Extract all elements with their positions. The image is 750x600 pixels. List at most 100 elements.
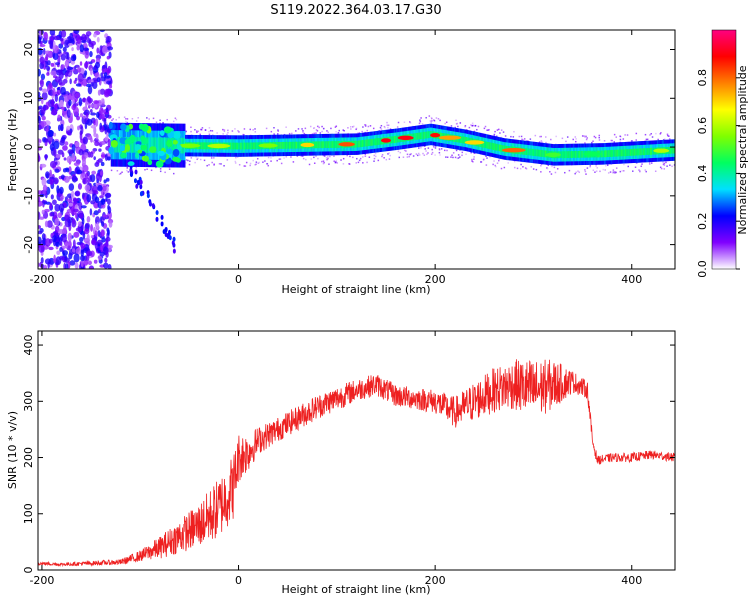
spectrogram-ridge-cell (362, 140, 364, 147)
spectrogram-haze-cell (234, 128, 236, 130)
spectrogram-haze-cell (326, 158, 328, 161)
spectrogram-haze-cell (211, 130, 214, 132)
spectrogram-noise-cell (38, 236, 42, 245)
spectrogram-ridge-cell (603, 150, 606, 158)
spectrogram-haze-cell (352, 156, 354, 159)
spectrogram-haze-cell (334, 161, 337, 164)
spectrogram-tail-cell (129, 172, 133, 178)
spectrogram-tail-cell (137, 180, 141, 186)
spectrogram-haze-cell (489, 156, 491, 158)
spectrogram-onset-blob (166, 139, 173, 148)
spectrogram-noise-cell (107, 204, 110, 211)
spectrogram-haze-cell (194, 129, 196, 131)
spectrogram-noise-cell (46, 124, 49, 132)
spectrogram-haze-cell (659, 133, 662, 135)
spectrogram-haze-cell (291, 132, 293, 135)
spectrogram-haze-cell (350, 128, 352, 130)
spectrogram-noise-cell (71, 248, 76, 253)
spectrogram-haze-cell (373, 157, 376, 160)
spectrogram-noise-cell (77, 73, 84, 83)
spectrogram-haze-cell (473, 152, 475, 155)
spectrogram-noise-cell (65, 168, 70, 173)
spectrogram-ridge-cell (524, 148, 527, 155)
spectrogram-noise-cell (89, 109, 93, 114)
spectrogram-haze-cell (541, 141, 543, 143)
spectrogram-haze-cell (419, 119, 421, 121)
spectrogram-noise-cell (106, 227, 110, 233)
spectrogram-haze-cell (595, 165, 597, 167)
spectrogram-ridge-cell (496, 143, 499, 151)
spectrogram-haze-cell (545, 141, 547, 144)
spectrogram-haze-cell (427, 147, 430, 149)
spectrogram-haze-cell (222, 128, 224, 131)
spectrogram-haze-cell (603, 140, 606, 142)
spectrogram-haze-cell (342, 157, 345, 160)
spectrogram-haze-cell (432, 145, 435, 147)
spectrogram-haze-cell (137, 117, 139, 119)
spectrogram-ridge-cell (423, 131, 425, 139)
spectrogram-ridge-cell (484, 141, 487, 149)
spectrogram-noise-cell (42, 47, 46, 55)
spectrogram-noise-cell (54, 168, 60, 173)
spectrogram-noise-cell (99, 30, 106, 33)
spectrogram-noise-cell (97, 208, 101, 214)
spectrogram-noise-cell (62, 168, 67, 173)
spectrogram-noise-cell (53, 35, 60, 41)
spectrogram-hotspot (438, 135, 462, 140)
spectrogram-noise-cell (38, 106, 42, 111)
spectrogram-haze-cell (640, 165, 643, 168)
spectrogram-haze-cell (319, 132, 322, 134)
spectrogram-ridge-cell (459, 136, 462, 143)
spectrogram-ridge-cell (157, 137, 160, 154)
spectrogram-ridge-cell (439, 132, 442, 140)
spectrogram-haze-cell (660, 132, 662, 134)
spectrogram-hotspot (178, 143, 201, 148)
spectrogram-haze-cell (206, 164, 208, 167)
spectrogram-ridge-cell (234, 142, 237, 150)
spectrogram-haze-cell (131, 117, 134, 120)
spectrogram-noise-cell (84, 61, 89, 69)
spectrogram-ridge-cell (330, 141, 332, 148)
spectrogram-haze-cell (513, 130, 515, 133)
spectrogram-haze-cell (439, 119, 441, 122)
spectrogram-haze-cell (359, 157, 362, 160)
spectrogram-haze-cell (480, 161, 482, 163)
spectrogram-haze-cell (327, 156, 329, 158)
spectrogram-ridge-cell (152, 137, 154, 154)
spectrogram-ridge-cell (324, 141, 326, 149)
spectrogram-haze-cell (146, 117, 148, 119)
spectrogram-haze-cell (471, 124, 474, 127)
spectrogram-noise-cell (99, 251, 105, 257)
spectrogram-noise-cell (49, 178, 54, 186)
spectrogram-noise-cell (82, 78, 88, 87)
spectrogram-ridge-cell (577, 150, 580, 158)
spectrogram-haze-cell (254, 163, 256, 166)
spectrogram-haze-cell (254, 131, 257, 133)
spectrogram-haze-cell (614, 172, 616, 174)
spectrogram-haze-cell (204, 129, 207, 131)
snr-y-tick-label: 100 (22, 503, 35, 524)
spectrogram-haze-cell (609, 171, 612, 173)
spectrogram-haze-cell (325, 156, 328, 159)
spectrogram-haze-cell (435, 145, 437, 147)
spectrogram-haze-cell (450, 156, 452, 158)
spectrogram-haze-cell (513, 166, 516, 169)
spectrogram-noise-cell (96, 47, 100, 54)
spectrogram-onset-blob (108, 146, 115, 155)
spectrogram-noise-cell (102, 214, 108, 218)
spectrogram-noise-cell (96, 221, 100, 230)
spectrogram-haze-cell (586, 167, 589, 169)
spectrogram-ridge-cell (354, 140, 357, 148)
spectrogram-ridge-cell (373, 138, 376, 146)
spectrogram-ridge-cell (290, 141, 292, 149)
spectrogram-tail-cell (168, 235, 172, 241)
spectrogram-noise-cell (80, 260, 84, 268)
spectrogram-ridge-cell (123, 137, 126, 153)
spectrogram-haze-cell (422, 152, 424, 155)
colorbar-tick-label: 0.8 (696, 69, 709, 87)
spectrogram-noise-cell (85, 83, 92, 88)
spectrogram-haze-cell (586, 137, 588, 139)
spectrogram-noise-cell (53, 132, 57, 137)
spectrogram-noise-cell (85, 99, 88, 108)
spectrogram-haze-cell (598, 139, 601, 141)
